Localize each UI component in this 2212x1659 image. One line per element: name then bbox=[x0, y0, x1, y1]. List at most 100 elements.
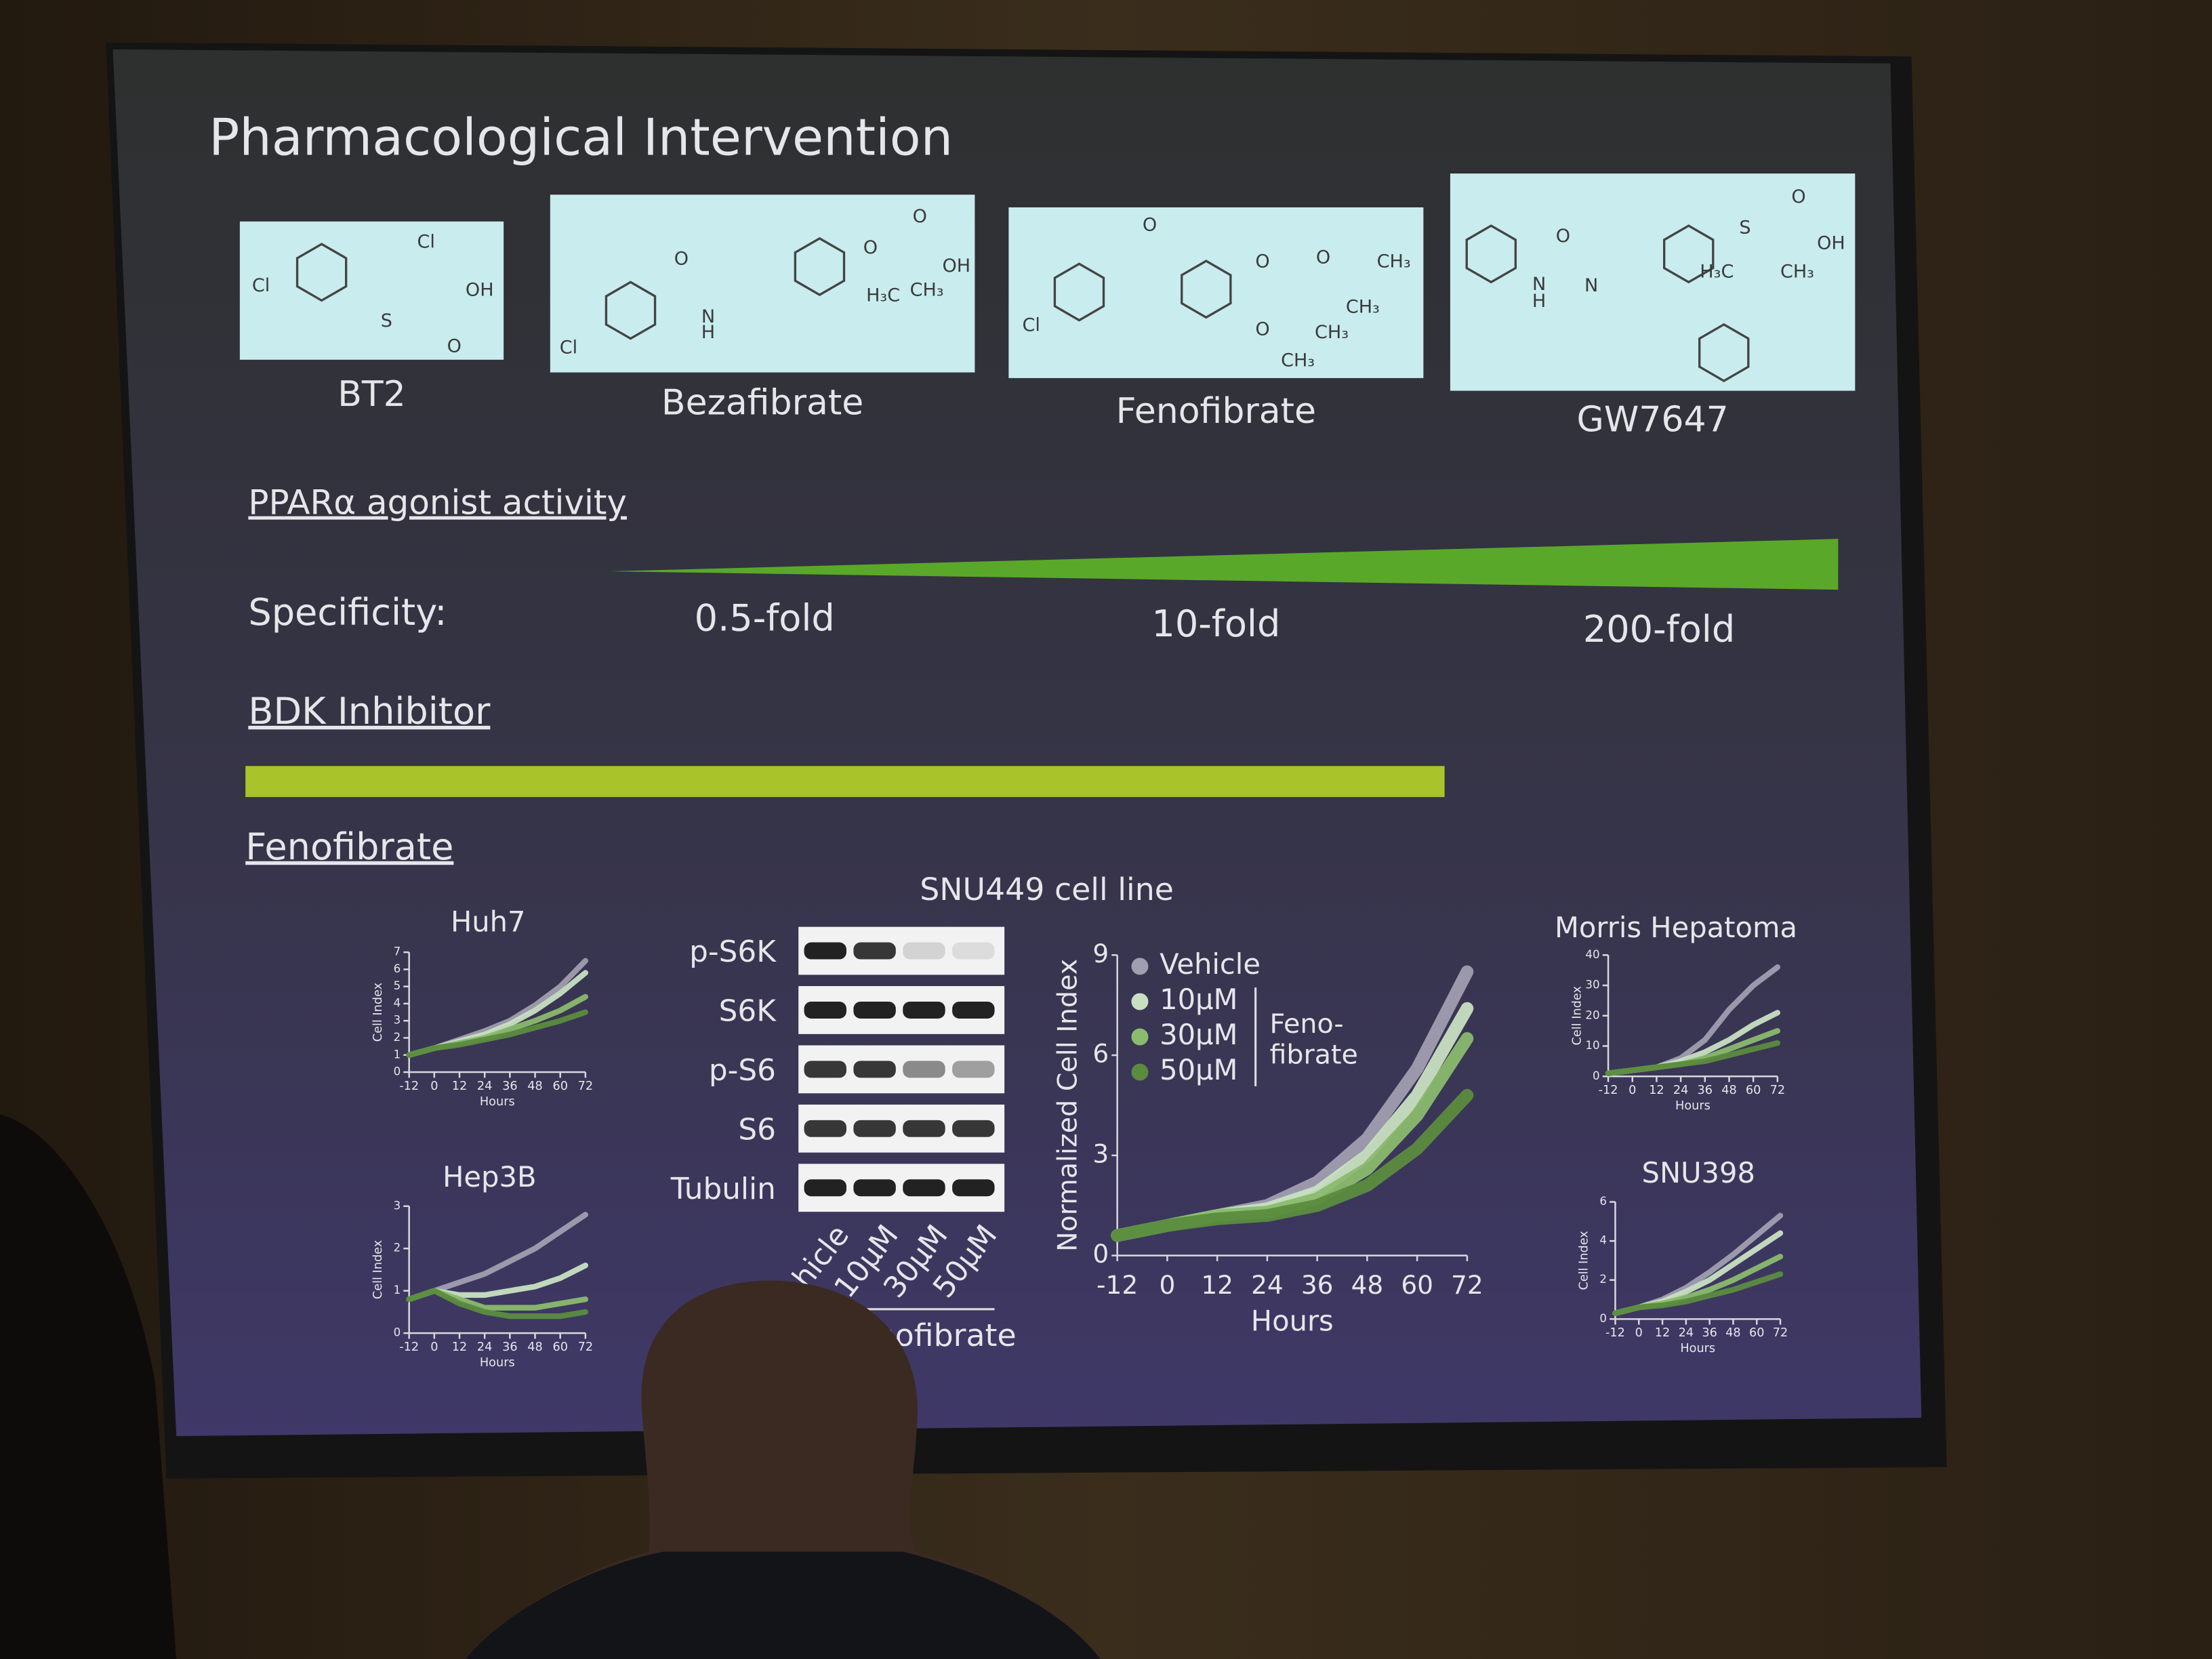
x-tick-label: 12 bbox=[452, 1080, 468, 1093]
blot-band bbox=[952, 942, 995, 960]
x-tick-label: -12 bbox=[399, 1080, 419, 1093]
atom-label: OH bbox=[943, 255, 971, 276]
blot-band bbox=[804, 1061, 846, 1078]
x-tick-label: 0 bbox=[430, 1080, 438, 1093]
atom-label: O bbox=[1143, 215, 1157, 236]
blot-band bbox=[804, 1001, 846, 1019]
x-tick-label: 72 bbox=[578, 1080, 594, 1093]
blot-row-label: Tubulin bbox=[670, 1172, 776, 1206]
compound-name: Bezafibrate bbox=[661, 382, 863, 423]
atom-label: H bbox=[701, 322, 715, 343]
ring bbox=[1053, 262, 1105, 322]
ring bbox=[1662, 224, 1715, 284]
x-tick-label: 48 bbox=[1721, 1084, 1737, 1097]
x-tick-label: 72 bbox=[1773, 1326, 1788, 1340]
x-tick-label: -12 bbox=[1097, 1270, 1138, 1300]
atom-label: H bbox=[1532, 291, 1546, 312]
ring bbox=[295, 243, 348, 302]
blot-band bbox=[853, 1001, 896, 1019]
y-tick-label: 30 bbox=[1585, 979, 1599, 991]
x-tick-label: 60 bbox=[1749, 1326, 1765, 1340]
atom-label: O bbox=[1255, 319, 1269, 340]
series-line bbox=[406, 1288, 589, 1319]
atom-label: S bbox=[381, 310, 392, 331]
compound-name: Fenofibrate bbox=[1116, 391, 1316, 432]
series-line bbox=[1612, 1271, 1784, 1316]
y-tick-label: 7 bbox=[394, 945, 401, 958]
legend-swatch bbox=[1131, 993, 1149, 1010]
y-tick-label: 10 bbox=[1585, 1039, 1599, 1052]
ppar-heading: PPARα agonist activity bbox=[248, 483, 627, 523]
x-tick-label: 60 bbox=[552, 1080, 568, 1093]
x-tick-label: -12 bbox=[1599, 1084, 1618, 1097]
ring bbox=[605, 281, 657, 340]
atom-label: CH₃ bbox=[910, 279, 944, 300]
x-tick-label: -12 bbox=[1605, 1326, 1625, 1340]
fold-label: 0.5-fold bbox=[695, 597, 835, 640]
y-tick-label: 6 bbox=[1092, 1039, 1109, 1069]
fold-label: 200-fold bbox=[1583, 608, 1735, 651]
ring bbox=[794, 237, 846, 296]
legend-swatch bbox=[1131, 1063, 1149, 1081]
x-tick-label: 0 bbox=[1629, 1084, 1636, 1097]
atom-label: CH₃ bbox=[1346, 296, 1380, 317]
structure-box bbox=[239, 221, 504, 360]
legend-label: Vehicle bbox=[1160, 947, 1261, 981]
audience-shadow bbox=[0, 1114, 177, 1659]
y-tick-label: 2 bbox=[394, 1242, 401, 1254]
atom-label: O bbox=[674, 249, 689, 270]
chart-title: Huh7 bbox=[451, 905, 526, 938]
x-tick-label: 0 bbox=[430, 1340, 438, 1354]
x-tick-label: 24 bbox=[1679, 1326, 1694, 1340]
atom-label: H₃C bbox=[1700, 261, 1734, 282]
fold-label: 10-fold bbox=[1151, 602, 1280, 645]
y-tick-label: 2 bbox=[1599, 1273, 1607, 1286]
blot-band bbox=[903, 1061, 945, 1078]
legend-swatch bbox=[1131, 958, 1149, 975]
x-tick-label: 0 bbox=[1635, 1326, 1643, 1340]
atom-label: H₃C bbox=[866, 285, 900, 306]
structure-box bbox=[550, 194, 975, 373]
x-tick-label: 12 bbox=[452, 1340, 468, 1354]
x-tick-label: 24 bbox=[1673, 1084, 1689, 1097]
blot-title: SNU449 cell line bbox=[920, 871, 1174, 907]
y-tick-label: 0 bbox=[394, 1326, 401, 1339]
blot-band bbox=[903, 1120, 945, 1137]
atom-label: O bbox=[1316, 247, 1330, 268]
blot-row-label: S6K bbox=[719, 994, 777, 1029]
x-axis-label: Hours bbox=[480, 1356, 515, 1370]
legend-group-label: Feno- bbox=[1269, 1008, 1343, 1040]
legend-group-label: fibrate bbox=[1269, 1040, 1357, 1071]
legend-label: 30μM bbox=[1160, 1018, 1237, 1051]
y-axis-label: Cell Index bbox=[371, 983, 385, 1042]
x-axis-label: Hours bbox=[1680, 1342, 1715, 1355]
bdk-heading: BDK Inhibitor bbox=[248, 690, 491, 733]
structure-box bbox=[1450, 173, 1856, 391]
y-tick-label: 0 bbox=[1092, 1239, 1109, 1269]
bdk-bar bbox=[245, 766, 1445, 798]
blot-band bbox=[853, 1120, 896, 1137]
y-tick-label: 6 bbox=[394, 962, 401, 975]
x-tick-label: 12 bbox=[1655, 1326, 1671, 1340]
ring bbox=[1181, 260, 1232, 319]
x-tick-label: 72 bbox=[1770, 1084, 1786, 1097]
atom-label: O bbox=[447, 336, 462, 357]
blot-band bbox=[952, 1179, 995, 1197]
x-tick-label: 48 bbox=[527, 1080, 543, 1093]
y-tick-label: 6 bbox=[1599, 1195, 1607, 1208]
atom-label: O bbox=[1255, 251, 1269, 272]
blot-band bbox=[804, 1120, 846, 1137]
atom-label: Cl bbox=[1022, 314, 1040, 335]
x-tick-label: 24 bbox=[1251, 1270, 1284, 1300]
legend-label: 10μM bbox=[1160, 983, 1237, 1016]
chart-title: Morris Hepatoma bbox=[1555, 911, 1797, 944]
y-tick-label: 3 bbox=[394, 1014, 401, 1027]
fenofibrate-heading: Fenofibrate bbox=[245, 825, 453, 868]
blot-band bbox=[853, 1061, 896, 1078]
audience-shoulders bbox=[465, 1551, 1101, 1659]
x-axis-label: Hours bbox=[480, 1095, 515, 1109]
atom-label: CH₃ bbox=[1377, 251, 1411, 272]
atom-label: O bbox=[1556, 226, 1570, 247]
